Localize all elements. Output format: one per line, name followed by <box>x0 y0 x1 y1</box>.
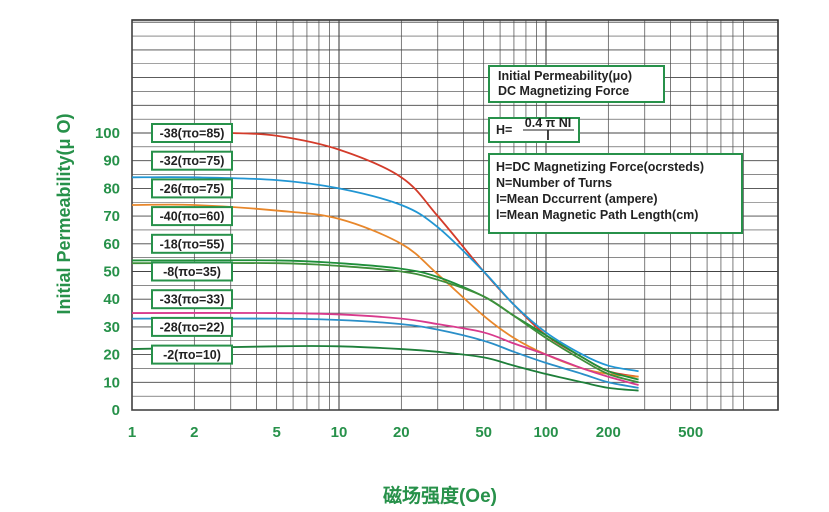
series-label-text: -18(πo=55) <box>160 237 225 251</box>
legend-definitions-box: H=DC Magnetizing Force(ocrsteds) N=Numbe… <box>488 153 743 234</box>
x-tick-label: 200 <box>596 424 621 441</box>
series-label-text: -38(πo=85) <box>160 127 225 141</box>
y-tick-label: 90 <box>103 153 120 170</box>
y-tick-label: 60 <box>103 236 120 253</box>
series-label-text: -28(πo=22) <box>160 320 225 334</box>
y-axis-ticks: 0 10 20 30 40 50 60 70 80 90 100 <box>95 125 120 419</box>
y-tick-label: 30 <box>103 319 120 336</box>
info-box-title-line1: Initial Permeability(μo) <box>498 69 632 83</box>
definition-i: I=Mean Dccurrent (ampere) <box>496 192 658 206</box>
series-curve-1 <box>131 176 639 373</box>
y-tick-label: 50 <box>103 264 120 281</box>
series-label-1: -32(πo=75) <box>151 150 233 171</box>
info-box-title-line2: DC Magnetizing Force <box>498 84 629 98</box>
series-label-text: -26(πo=75) <box>160 182 225 196</box>
y-tick-label: 0 <box>112 402 120 419</box>
series-label-box <box>151 316 233 337</box>
series-label-7: -28(πo=22) <box>151 316 233 337</box>
definition-n: N=Number of Turns <box>496 176 612 190</box>
series-label-text: -8(πo=35) <box>163 265 221 279</box>
x-tick-label: 5 <box>273 424 281 441</box>
definition-h: H=DC Magnetizing Force(ocrsteds) <box>496 160 704 174</box>
series-curves <box>131 132 639 392</box>
series-labels: -38(πo=85) -32(πo=75) -26(πo=75) -40(πo=60)… <box>151 123 233 365</box>
definition-l: l=Mean Magnetic Path Length(cm) <box>496 208 698 222</box>
formula-numerator: 0.4 π NI <box>525 116 571 130</box>
series-label-box <box>151 233 233 254</box>
series-label-box <box>151 344 233 365</box>
x-tick-label: 2 <box>190 424 198 441</box>
series-label-box <box>151 261 233 282</box>
y-tick-label: 100 <box>95 125 120 142</box>
y-tick-label: 20 <box>103 347 120 364</box>
x-tick-label: 50 <box>475 424 492 441</box>
y-tick-label: 40 <box>103 291 120 308</box>
series-label-box <box>151 123 233 143</box>
x-tick-label: 500 <box>678 424 703 441</box>
series-label-text: -2(πo=10) <box>163 348 221 362</box>
series-label-0: -38(πo=85) <box>151 123 233 143</box>
x-tick-label: 10 <box>331 424 348 441</box>
formula-box: H= 0.4 π NI l <box>488 116 580 143</box>
x-tick-label: 1 <box>128 424 136 441</box>
series-label-text: -40(πo=60) <box>160 210 225 224</box>
formula-denominator: l <box>546 129 549 143</box>
series-label-8: -2(πo=10) <box>151 344 233 365</box>
x-axis-ticks: 1 2 5 10 20 50 100 200 500 <box>128 424 703 441</box>
x-axis-title: 磁场强度(Oe) <box>383 484 497 507</box>
series-curve-4 <box>131 262 639 384</box>
series-label-4: -18(πo=55) <box>151 233 233 254</box>
x-tick-label: 20 <box>393 424 410 441</box>
series-label-2: -26(πo=75) <box>151 178 233 199</box>
series-label-6: -33(πo=33) <box>151 289 233 310</box>
series-curve-7 <box>131 345 639 392</box>
y-tick-label: 10 <box>103 374 120 391</box>
info-box-title: Initial Permeability(μo) DC Magnetizing … <box>488 65 665 103</box>
series-label-box <box>151 150 233 171</box>
series-curve-6 <box>131 317 639 389</box>
series-label-text: -32(πo=75) <box>160 154 225 168</box>
formula-lhs: H= <box>496 123 512 137</box>
x-tick-label: 100 <box>533 424 558 441</box>
y-tick-label: 80 <box>103 180 120 197</box>
series-curve-5 <box>131 312 639 386</box>
series-label-text: -33(πo=33) <box>160 293 225 307</box>
series-label-box <box>151 178 233 199</box>
series-label-3: -40(πo=60) <box>151 206 233 227</box>
y-axis-title: Initial Permeability(μ O) <box>54 113 74 314</box>
series-label-box <box>151 289 233 310</box>
series-label-5: -8(πo=35) <box>151 261 233 282</box>
series-label-box <box>151 206 233 227</box>
y-tick-label: 70 <box>103 208 120 225</box>
